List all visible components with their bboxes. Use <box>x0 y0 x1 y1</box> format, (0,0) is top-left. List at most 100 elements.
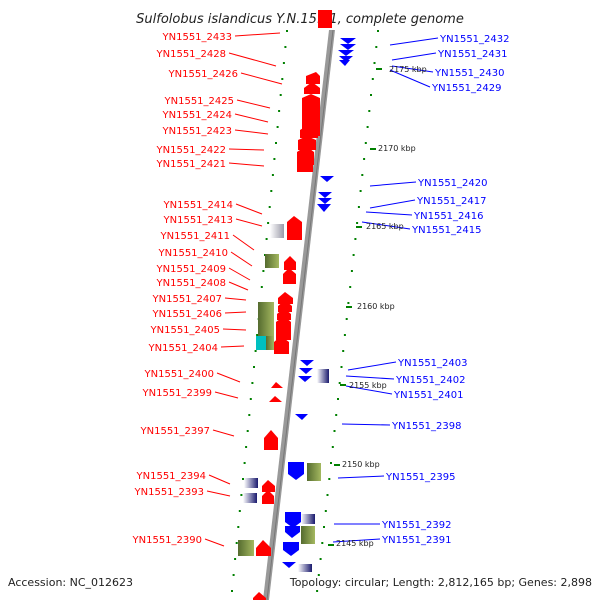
left-connector-line <box>235 203 263 215</box>
tick-mark <box>354 238 357 240</box>
tick-mark <box>237 526 240 528</box>
left-gene-label: YN1551_2410 <box>158 248 229 259</box>
left-gene-label: YN1551_2423 <box>162 126 233 137</box>
gene-2392a <box>285 512 301 528</box>
major-tick <box>328 544 334 546</box>
right-connector-line <box>332 538 381 543</box>
tick-mark <box>352 254 355 256</box>
gene-2392b <box>285 526 300 538</box>
right-gene-label: YN1551_2401 <box>393 390 464 401</box>
tick-mark <box>238 510 241 512</box>
tick-mark <box>253 366 255 368</box>
left-gene-label: YN1551_2421 <box>156 159 227 170</box>
gene-bottom <box>253 592 266 600</box>
gene-2391b <box>282 562 296 568</box>
gene-2428 <box>306 72 320 84</box>
left-connector-line <box>236 99 271 109</box>
gene-2421b <box>297 160 313 172</box>
feature-2410-block <box>265 254 279 268</box>
tick-mark <box>271 174 274 176</box>
right-gene-label: YN1551_2415 <box>411 225 482 236</box>
right-connector-line <box>369 199 416 209</box>
tick-mark <box>275 142 277 144</box>
tick-mark <box>276 126 279 128</box>
tick-mark <box>324 510 327 512</box>
tick-mark <box>345 318 348 320</box>
right-gene-label: YN1551_2391 <box>381 535 452 546</box>
left-connector-line <box>204 538 225 547</box>
feature-2391-block <box>301 526 315 544</box>
gene-2423 <box>300 124 318 138</box>
feature-2391c-block <box>298 564 312 572</box>
left-connector-line <box>214 391 239 399</box>
right-connector-line <box>341 423 391 426</box>
gene-2432a <box>340 38 356 44</box>
gene-2405 <box>276 316 291 340</box>
tick-mark <box>281 78 284 80</box>
left-connector-line <box>234 113 269 123</box>
left-connector-line <box>228 148 265 151</box>
tick-mark <box>350 270 353 272</box>
scale-2145: 2145 kbp <box>336 539 374 548</box>
tick-mark <box>240 494 243 496</box>
right-gene-label: YN1551_2416 <box>413 211 484 222</box>
left-connector-line <box>206 490 231 497</box>
right-connector-line <box>369 181 417 187</box>
gene-2410 <box>284 256 296 270</box>
left-connector-line <box>228 162 265 167</box>
tick-mark <box>254 350 257 352</box>
tick-mark <box>366 126 369 128</box>
left-connector-line <box>212 429 235 437</box>
gene-2415 <box>317 204 331 212</box>
feature-2395-block <box>307 463 321 481</box>
right-connector-line <box>345 385 393 395</box>
left-connector-line <box>224 297 247 301</box>
tick-mark <box>273 158 276 160</box>
gene-2394 <box>262 480 275 492</box>
right-connector-line <box>391 52 437 61</box>
feature-2402-block <box>317 369 329 383</box>
gene-2399 <box>269 396 282 402</box>
tick-mark <box>251 382 254 384</box>
left-connector-line <box>228 52 277 67</box>
right-connector-line <box>391 65 434 73</box>
tick-mark <box>284 46 287 48</box>
gene-2406a <box>278 300 292 312</box>
tick-mark <box>337 398 339 400</box>
left-connector-line <box>222 328 247 331</box>
gene-2407 <box>278 292 293 304</box>
feature-2413-block <box>270 224 284 238</box>
scale-labels: 2175 kbp 2170 kbp 2165 kbp 2160 kbp 2155… <box>336 65 427 548</box>
gene-2400 <box>271 382 283 388</box>
gene-2431b <box>339 56 353 62</box>
right-connector-line <box>389 69 431 88</box>
left-gene-label: YN1551_2405 <box>150 325 221 336</box>
right-connector-line <box>337 475 385 479</box>
right-gene-label: YN1551_2417 <box>416 196 487 207</box>
right-gene-label: YN1551_2420 <box>417 178 488 189</box>
gene-2391 <box>283 542 299 556</box>
scale-2175: 2175 kbp <box>389 65 427 74</box>
tick-mark <box>342 350 345 352</box>
left-connector-line <box>224 311 247 314</box>
scale-2160: 2160 kbp <box>357 302 395 311</box>
left-gene-label: YN1551_2400 <box>144 369 215 380</box>
left-connector-line <box>208 474 231 485</box>
scale-2155: 2155 kbp <box>349 381 387 390</box>
left-connector-line <box>240 72 283 85</box>
tick-mark <box>357 206 360 208</box>
major-tick <box>376 68 382 70</box>
reverse-strand-genes <box>282 38 356 568</box>
tick-mark <box>359 190 362 192</box>
tick-mark <box>256 334 259 336</box>
left-connector-line <box>234 129 269 135</box>
tick-mark <box>338 382 341 384</box>
tick-mark <box>377 30 379 32</box>
left-gene-label: YN1551_2406 <box>152 309 223 320</box>
accession-text: Accession: NC_012623 <box>8 576 133 589</box>
right-gene-label: YN1551_2392 <box>381 520 452 531</box>
right-connector-line <box>345 375 395 380</box>
left-connector-line <box>232 234 255 251</box>
tick-mark <box>249 398 252 400</box>
